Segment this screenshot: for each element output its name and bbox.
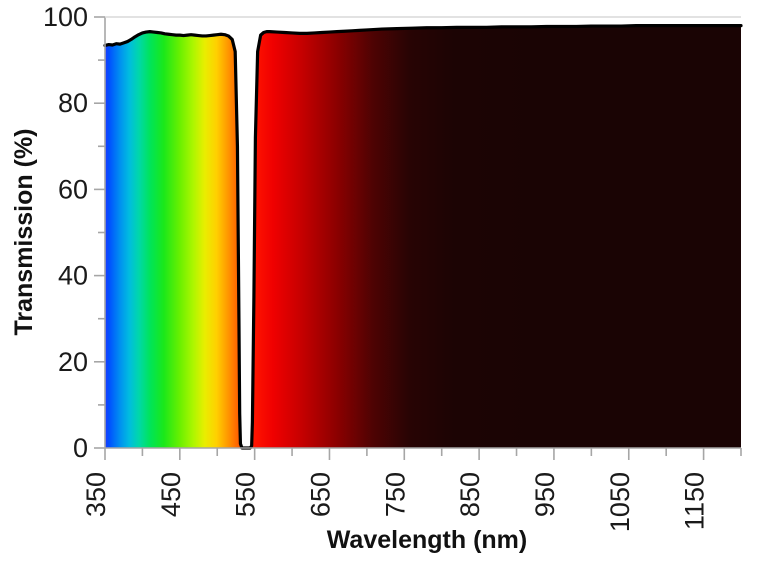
y-tick-label: 20	[58, 347, 88, 377]
y-axis-title: Transmission (%)	[10, 129, 38, 336]
x-tick-label: 350	[81, 472, 111, 517]
x-tick-label: 750	[380, 472, 410, 517]
y-tick-label: 60	[58, 174, 88, 204]
x-axis-title: Wavelength (nm)	[327, 526, 527, 554]
y-tick-label: 40	[58, 261, 88, 291]
y-axis-ticks	[94, 16, 105, 449]
x-tick-label: 850	[455, 472, 485, 517]
x-tick-label: 1050	[605, 472, 635, 532]
x-tick-label: 950	[530, 472, 560, 517]
y-tick-label: 80	[58, 88, 88, 118]
x-tick-label: 650	[305, 472, 335, 517]
x-axis-tick-labels: 350 450 550 650 750 850 950 1050 1150	[81, 472, 710, 532]
x-tick-label: 450	[156, 472, 186, 517]
x-axis-ticks	[104, 448, 742, 460]
y-tick-label: 0	[73, 433, 88, 463]
y-tick-label: 100	[43, 2, 88, 32]
x-tick-label: 550	[231, 472, 261, 517]
x-tick-label: 1150	[680, 472, 710, 530]
y-axis-tick-labels: 0 20 40 60 80 100	[43, 2, 88, 463]
transmission-curve	[103, 24, 743, 450]
